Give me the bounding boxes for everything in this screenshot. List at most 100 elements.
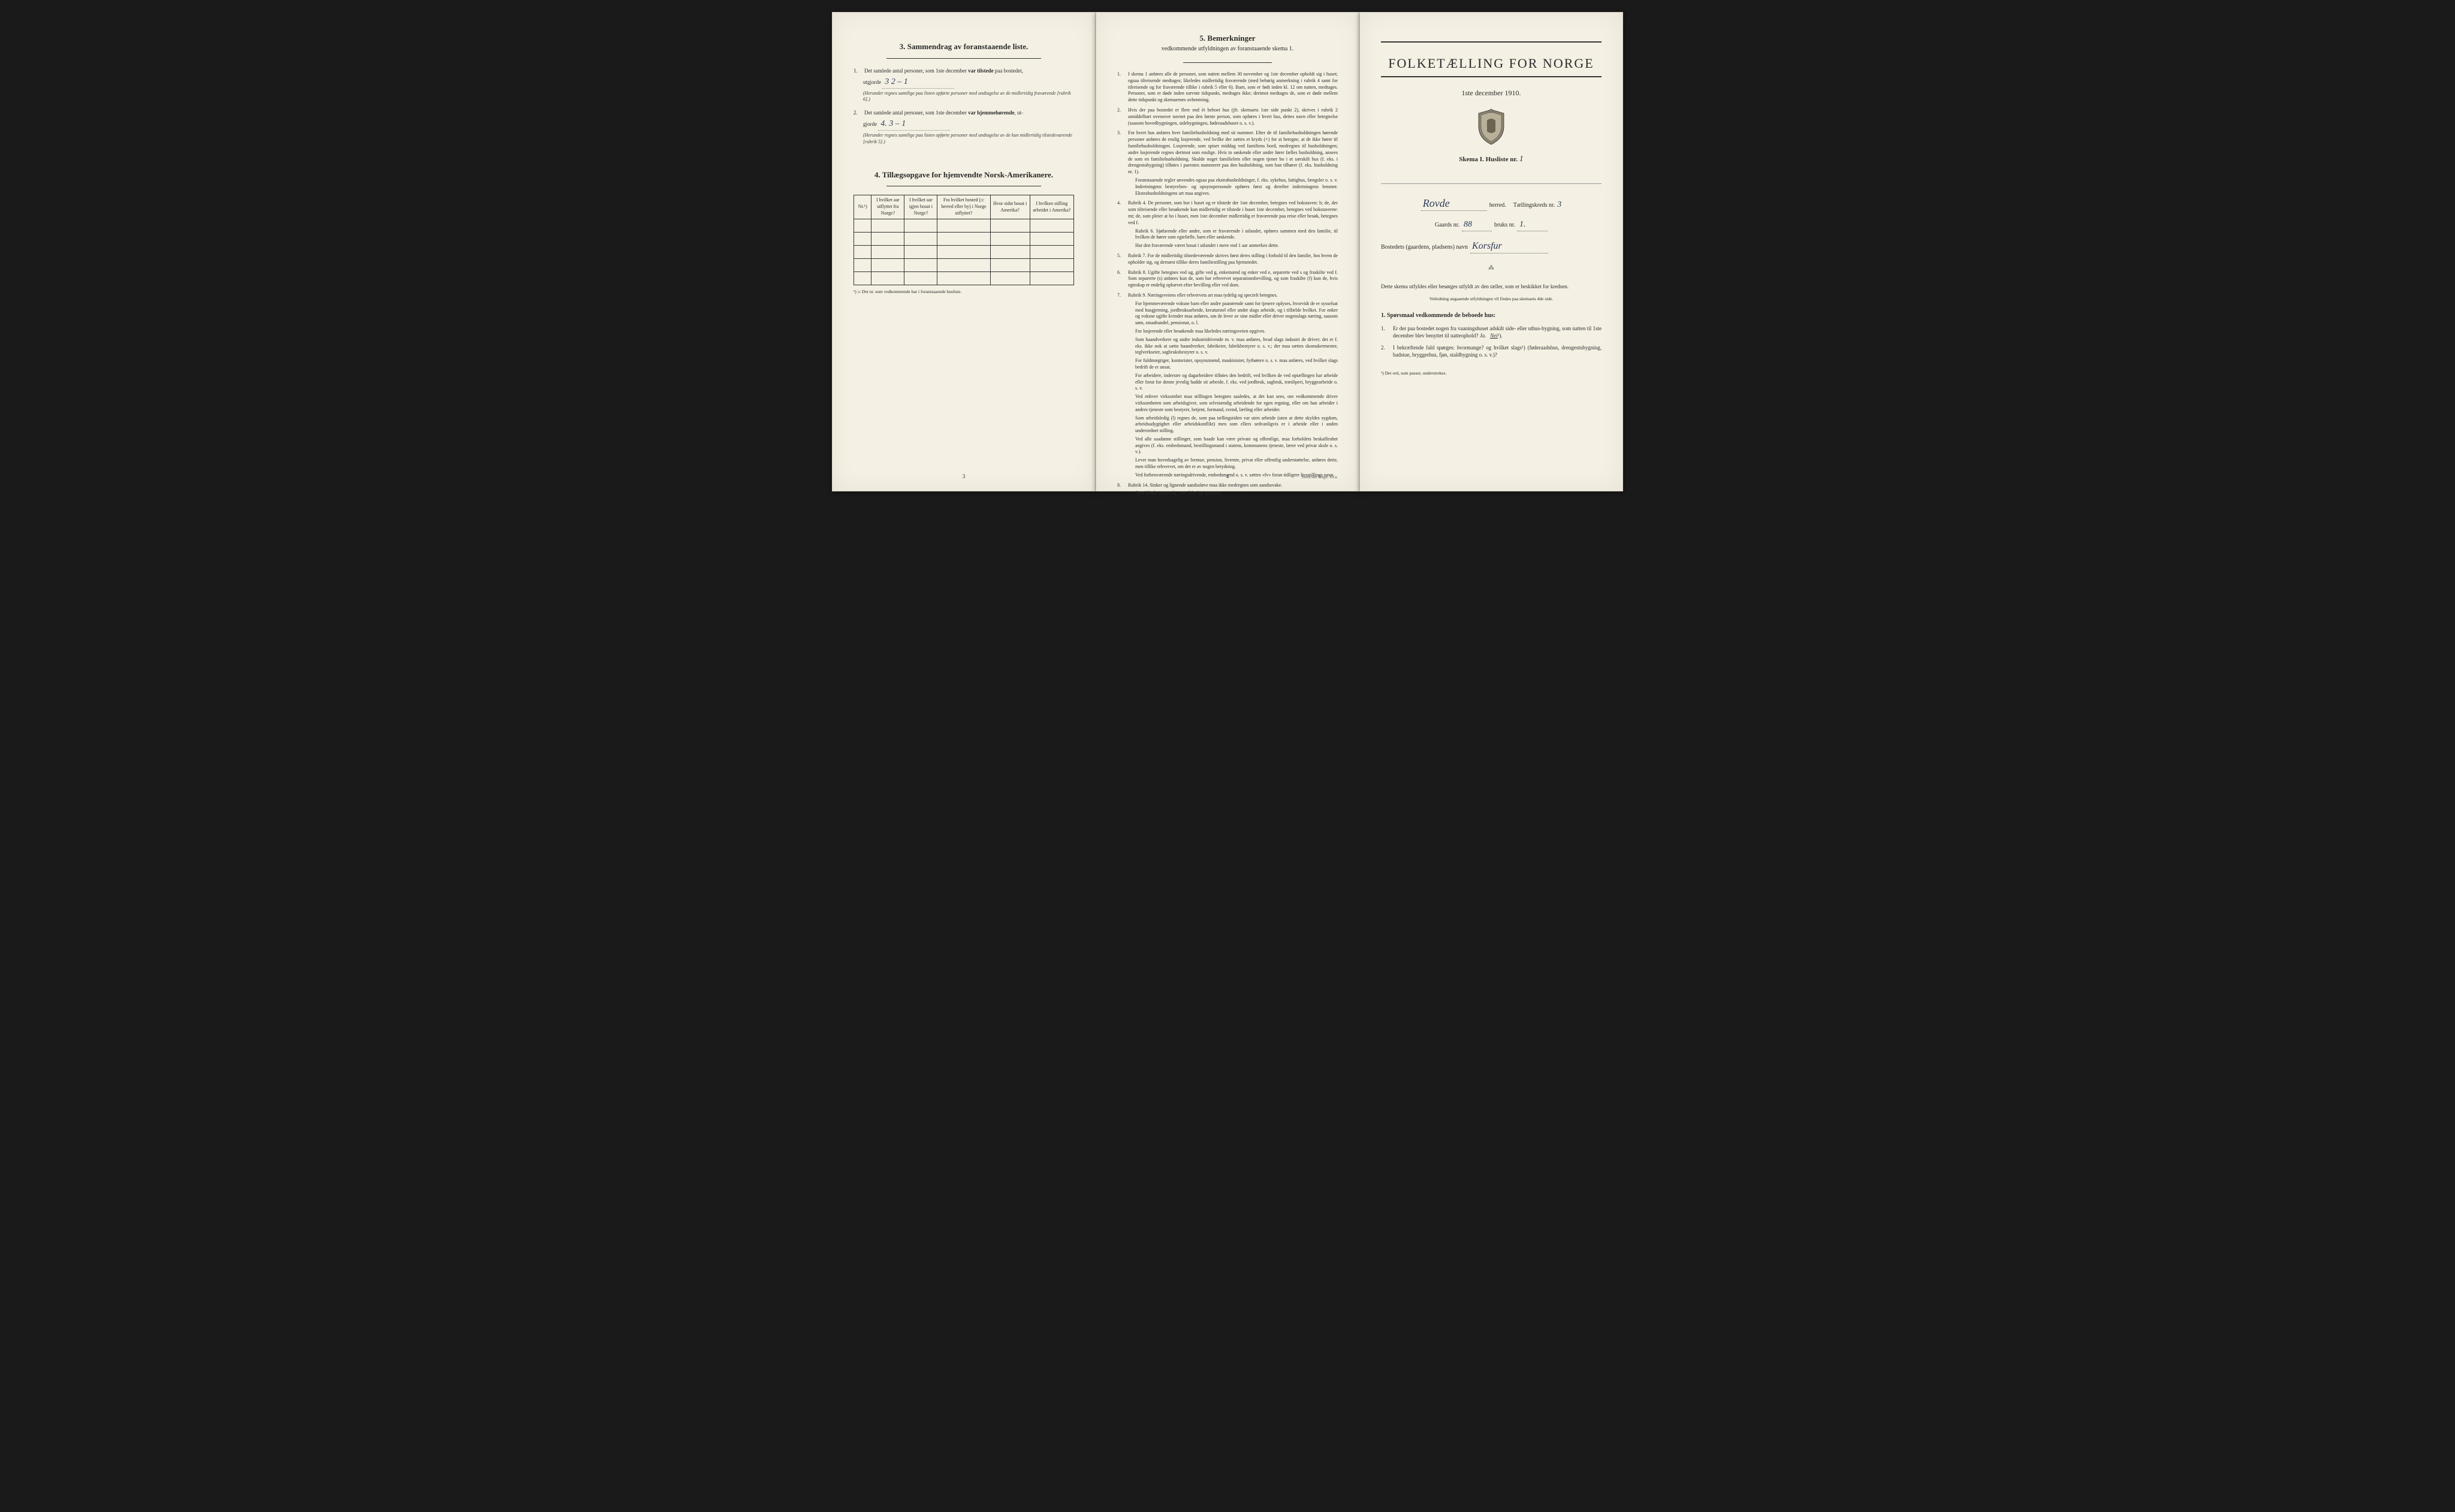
col-stilling: I hvilken stilling arbeidet i Amerika? — [1030, 195, 1073, 219]
table-row — [854, 219, 1074, 232]
remark-number: 7. — [1117, 292, 1124, 479]
remark-paragraph: For fuldmægtiger, kontorister, opsynsmæn… — [1135, 358, 1338, 371]
remark-paragraph: Ved alle saadanne stillinger, som baade … — [1135, 436, 1338, 455]
husliste-nr: 1 — [1519, 155, 1524, 164]
remark-text: Hvis der paa bostedet er flere end ét be… — [1128, 107, 1338, 126]
remark-paragraph: Som blinde regnes de, som ikke har gangs… — [1135, 490, 1338, 497]
table-row — [854, 232, 1074, 245]
bosted-name: Korsfur — [1470, 240, 1548, 253]
remark-paragraph: For hjemmeværende voksne barn eller andr… — [1135, 301, 1338, 327]
remark-text: I skema 1 anføres alle de personer, som … — [1128, 71, 1338, 104]
table-row — [854, 245, 1074, 258]
table-header: Nr.¹) I hvilket aar utflyttet fra Norge?… — [854, 195, 1074, 219]
col-bosted: Fra hvilket bosted (ɔ: herred eller by) … — [937, 195, 990, 219]
q-number: 2. — [1381, 344, 1388, 358]
remark-text: Rubrik 7. For de midlertidig tilstedevær… — [1128, 253, 1338, 266]
remark-item: 4.Rubrik 4. De personer, som bor i huset… — [1117, 200, 1338, 249]
remark-item: 8. Rubrik 14. Sinker og lignende aandsslø… — [1117, 482, 1338, 497]
q-text: I bekræftende fald spørges: hvormange? o… — [1393, 344, 1602, 358]
remark-text: Rubrik 14. Sinker og lignende aandssløve… — [1128, 482, 1338, 497]
herred-name: Rovde — [1421, 196, 1487, 211]
remark-item: 6.Rubrik 8. Ugifte betegnes ved ug, gift… — [1117, 270, 1338, 289]
amerikanere-table: Nr.¹) I hvilket aar utflyttet fra Norge?… — [853, 195, 1074, 285]
crest-icon — [1475, 108, 1507, 146]
item-text: Det samlede antal personer, som 1ste dec… — [864, 67, 1074, 74]
instruction-text: Dette skema utfyldes eller besørges utfy… — [1381, 283, 1602, 290]
remark-text: Rubrik 9. Næringsveiens eller erhvervets… — [1128, 292, 1338, 479]
remark-paragraph: Lever man hovedsagelig av formue, pensio… — [1135, 457, 1338, 470]
item-number: 2. — [853, 109, 861, 116]
remark-number: 2. — [1117, 107, 1124, 126]
page-4: 5. Bemerkninger vedkommende utfyldningen… — [1096, 12, 1359, 491]
herred-line: Rovde herred. Tællingskreds nr. 3 — [1381, 196, 1602, 211]
section-5-heading: 5. Bemerkninger — [1117, 33, 1338, 44]
remarks-list: 1.I skema 1 anføres alle de personer, so… — [1117, 71, 1338, 497]
item-1-note: (Herunder regnes samtlige paa listen opf… — [863, 90, 1074, 104]
page-number: 4 — [1226, 473, 1229, 480]
page-number: 3 — [963, 473, 966, 480]
document-spread: 3. Sammendrag av foranstaaende liste. 1.… — [832, 12, 1623, 491]
remark-number: 8. — [1117, 482, 1124, 497]
page-1-cover: FOLKETÆLLING FOR NORGE 1ste december 191… — [1359, 12, 1623, 491]
table-body — [854, 219, 1074, 285]
summary-item-1: 1. Det samlede antal personer, som 1ste … — [853, 67, 1074, 74]
gaards-nr: 88 — [1462, 219, 1492, 231]
remark-item: 7.Rubrik 9. Næringsveiens eller erhverve… — [1117, 292, 1338, 479]
remark-paragraph: For losjerende eller besøkende maa likel… — [1135, 328, 1338, 335]
question-2: 2. I bekræftende fald spørges: hvormange… — [1381, 344, 1602, 358]
page-3: 3. Sammendrag av foranstaaende liste. 1.… — [832, 12, 1096, 491]
answer-nei: Nei — [1490, 333, 1498, 339]
remark-number: 4. — [1117, 200, 1124, 249]
section-3-rule — [886, 58, 1041, 59]
summary-item-1-line2: utgjorde 3 2 – 1 — [863, 77, 1074, 89]
remark-paragraph: Rubrik 6. Sjøfarende eller andre, som er… — [1135, 228, 1338, 242]
instruction-note: Veiledning angaaende utfyldningen vil fi… — [1381, 296, 1602, 302]
section-5-rule — [1183, 62, 1271, 63]
tilstede-count: 3 2 – 1 — [882, 77, 954, 89]
item-2-note: (Herunder regnes samtlige paa listen opf… — [863, 132, 1074, 146]
section-5-sub: vedkommende utfyldningen av foranstaaend… — [1117, 45, 1338, 53]
document-title: FOLKETÆLLING FOR NORGE — [1381, 55, 1602, 73]
remark-paragraph: Ved enhver virksomhet maa stillingen bet… — [1135, 394, 1338, 413]
remark-paragraph: For arbeidere, inderster og dagarbeidere… — [1135, 373, 1338, 392]
table-row — [854, 271, 1074, 285]
remark-number: 3. — [1117, 130, 1124, 197]
remark-number: 1. — [1117, 71, 1124, 104]
remark-paragraph: Som haandverkere og andre industridriven… — [1135, 337, 1338, 356]
remark-item: 5. Rubrik 7. For de midlertidig tilstedev… — [1117, 253, 1338, 266]
col-nr: Nr.¹) — [854, 195, 871, 219]
gaards-line: Gaards nr. 88 bruks nr. 1. — [1381, 219, 1602, 231]
item-number: 1. — [853, 67, 861, 74]
remark-text: For hvert hus anføres hver familiehushol… — [1128, 130, 1338, 197]
remark-text: Rubrik 8. Ugifte betegnes ved ug, gifte … — [1128, 270, 1338, 289]
remark-paragraph: Har den fraværende været bosat i utlande… — [1135, 243, 1338, 249]
remark-number: 6. — [1117, 270, 1124, 289]
section-3-heading: 3. Sammendrag av foranstaaende liste. — [853, 41, 1074, 52]
hjemmehorende-count: 4. 3 – 1 — [878, 119, 950, 131]
remark-item: 3.For hvert hus anføres hver familiehush… — [1117, 130, 1338, 197]
item-text: Det samlede antal personer, som 1ste dec… — [864, 109, 1074, 116]
question-1: 1. Er der paa bostedet nogen fra vaaning… — [1381, 325, 1602, 339]
summary-item-2-line2: gjorde 4. 3 – 1 — [863, 119, 1074, 131]
col-utflyttet: I hvilket aar utflyttet fra Norge? — [871, 195, 904, 219]
ornament-divider: ⁂ — [1381, 264, 1602, 273]
schema-line: Skema I. Husliste nr. 1 — [1381, 154, 1602, 165]
bruks-nr: 1. — [1518, 219, 1548, 231]
col-bosat: I hvilket aar igjen bosat i Norge? — [904, 195, 937, 219]
col-amerika: Hvor sidst bosat i Amerika? — [990, 195, 1030, 219]
remark-item: 1.I skema 1 anføres alle de personer, so… — [1117, 71, 1338, 104]
bosted-line: Bostedets (gaardens, pladsens) navn Kors… — [1381, 240, 1602, 253]
section-4-heading: 4. Tillægsopgave for hjemvendte Norsk-Am… — [853, 170, 1074, 180]
remark-number: 5. — [1117, 253, 1124, 266]
kreds-nr: 3 — [1557, 200, 1561, 211]
q-number: 1. — [1381, 325, 1388, 339]
document-date: 1ste december 1910. — [1381, 88, 1602, 98]
form-divider — [1381, 183, 1602, 184]
title-rule-top — [1381, 41, 1602, 43]
printer-credit: Steen'ske Bogtr. Kr.a. — [1301, 475, 1338, 480]
q-text: Er der paa bostedet nogen fra vaaningshu… — [1393, 325, 1602, 339]
table-footnote: ¹) ɔ: Det nr. som vedkommende har i fora… — [853, 289, 1074, 295]
footnote: ¹) Det ord, som passer, understrekes. — [1381, 370, 1602, 376]
summary-item-2: 2. Det samlede antal personer, som 1ste … — [853, 109, 1074, 116]
remark-paragraph: Foranstaaende regler anvendes ogsaa paa … — [1135, 177, 1338, 197]
